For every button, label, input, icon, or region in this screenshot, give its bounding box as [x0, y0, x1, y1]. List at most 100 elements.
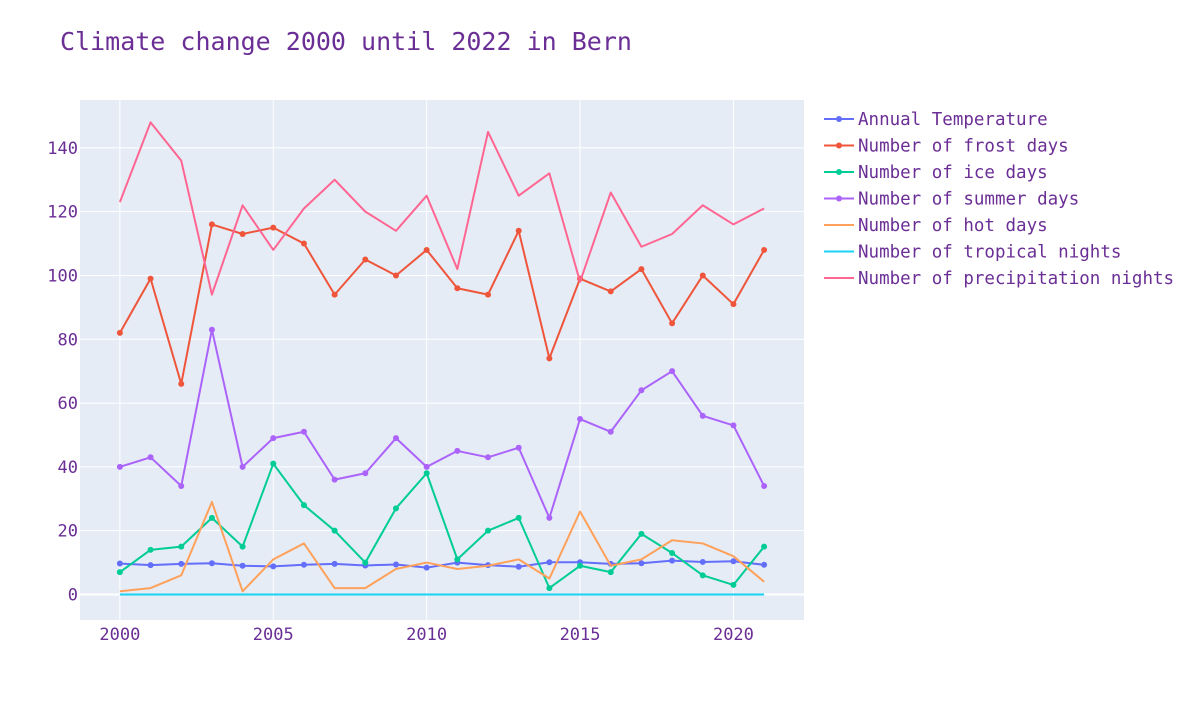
- data-point[interactable]: [638, 266, 645, 273]
- legend-item[interactable]: Annual Temperature: [824, 110, 1048, 130]
- data-point[interactable]: [300, 502, 307, 509]
- data-point[interactable]: [515, 227, 522, 234]
- data-point[interactable]: [546, 585, 553, 592]
- legend-item[interactable]: Number of hot days: [824, 216, 1048, 236]
- data-point[interactable]: [208, 326, 215, 333]
- data-point[interactable]: [515, 563, 522, 570]
- data-point[interactable]: [392, 505, 399, 512]
- data-point[interactable]: [485, 454, 492, 461]
- data-point[interactable]: [239, 543, 246, 550]
- y-tick-label: 40: [58, 458, 78, 478]
- data-point[interactable]: [515, 444, 522, 451]
- series-number-of-precipitation-nights: [118, 121, 765, 296]
- data-point[interactable]: [147, 454, 154, 461]
- data-point[interactable]: [730, 422, 737, 429]
- x-tick-label: 2000: [99, 625, 140, 645]
- data-point[interactable]: [300, 561, 307, 568]
- legend[interactable]: Annual Temperature Number of frost days Nu…: [824, 110, 1174, 289]
- data-point[interactable]: [485, 291, 492, 298]
- data-point[interactable]: [669, 550, 676, 557]
- data-point[interactable]: [239, 463, 246, 470]
- data-point[interactable]: [607, 288, 614, 295]
- legend-item[interactable]: Number of ice days: [824, 163, 1048, 183]
- data-point[interactable]: [699, 558, 706, 565]
- data-point[interactable]: [699, 272, 706, 279]
- data-point[interactable]: [208, 560, 215, 567]
- data-point[interactable]: [699, 572, 706, 579]
- data-point[interactable]: [730, 581, 737, 588]
- data-point[interactable]: [270, 563, 277, 570]
- data-point[interactable]: [116, 463, 123, 470]
- data-point[interactable]: [178, 543, 185, 550]
- series-number-of-summer-days: [116, 326, 768, 521]
- data-point[interactable]: [116, 569, 123, 576]
- data-point[interactable]: [546, 355, 553, 362]
- data-point[interactable]: [208, 514, 215, 521]
- data-point[interactable]: [331, 527, 338, 534]
- data-point[interactable]: [577, 416, 584, 423]
- data-point[interactable]: [331, 291, 338, 298]
- data-point[interactable]: [270, 435, 277, 442]
- data-point[interactable]: [423, 463, 430, 470]
- data-point[interactable]: [392, 272, 399, 279]
- data-point[interactable]: [546, 514, 553, 521]
- data-point[interactable]: [116, 329, 123, 336]
- y-tick-label: 0: [68, 585, 78, 605]
- data-point[interactable]: [270, 460, 277, 467]
- data-point[interactable]: [638, 387, 645, 394]
- data-point[interactable]: [454, 447, 461, 454]
- data-point[interactable]: [362, 470, 369, 477]
- data-point[interactable]: [454, 285, 461, 292]
- data-point[interactable]: [730, 301, 737, 308]
- legend-swatch-marker: [836, 116, 842, 122]
- data-point[interactable]: [761, 246, 768, 253]
- data-point[interactable]: [669, 368, 676, 375]
- data-point[interactable]: [669, 320, 676, 327]
- legend-item[interactable]: Number of frost days: [824, 137, 1069, 157]
- data-point[interactable]: [331, 476, 338, 483]
- data-point[interactable]: [362, 256, 369, 263]
- data-point[interactable]: [761, 543, 768, 550]
- data-point[interactable]: [423, 470, 430, 477]
- data-point[interactable]: [761, 483, 768, 490]
- data-point[interactable]: [239, 230, 246, 237]
- data-point[interactable]: [577, 562, 584, 569]
- grid-lines: [80, 100, 804, 620]
- data-point[interactable]: [638, 530, 645, 537]
- data-point[interactable]: [178, 380, 185, 387]
- data-point[interactable]: [730, 558, 737, 565]
- data-point[interactable]: [515, 514, 522, 521]
- data-point[interactable]: [761, 561, 768, 568]
- data-point[interactable]: [638, 560, 645, 567]
- data-point[interactable]: [147, 275, 154, 282]
- data-point[interactable]: [147, 562, 154, 569]
- data-point[interactable]: [178, 560, 185, 567]
- data-point[interactable]: [239, 562, 246, 569]
- data-point[interactable]: [270, 224, 277, 231]
- data-point[interactable]: [485, 527, 492, 534]
- data-point[interactable]: [699, 412, 706, 419]
- legend-item[interactable]: Number of summer days: [824, 190, 1079, 210]
- data-point[interactable]: [423, 564, 430, 571]
- data-point[interactable]: [454, 556, 461, 563]
- data-point[interactable]: [331, 560, 338, 567]
- data-point[interactable]: [546, 559, 553, 566]
- data-point[interactable]: [147, 546, 154, 553]
- data-point[interactable]: [300, 240, 307, 247]
- series-number-of-frost-days: [116, 221, 768, 387]
- data-point[interactable]: [392, 561, 399, 568]
- data-point[interactable]: [669, 557, 676, 564]
- data-point[interactable]: [300, 428, 307, 435]
- legend-label: Number of tropical nights: [858, 243, 1121, 263]
- data-point[interactable]: [116, 560, 123, 567]
- data-point[interactable]: [392, 435, 399, 442]
- data-point[interactable]: [208, 221, 215, 228]
- legend-item[interactable]: Number of tropical nights: [824, 243, 1121, 263]
- data-point[interactable]: [423, 246, 430, 253]
- data-point[interactable]: [607, 428, 614, 435]
- data-point[interactable]: [178, 483, 185, 490]
- data-point[interactable]: [362, 559, 369, 566]
- data-point[interactable]: [607, 569, 614, 576]
- legend-item[interactable]: Number of precipitation nights: [824, 269, 1174, 289]
